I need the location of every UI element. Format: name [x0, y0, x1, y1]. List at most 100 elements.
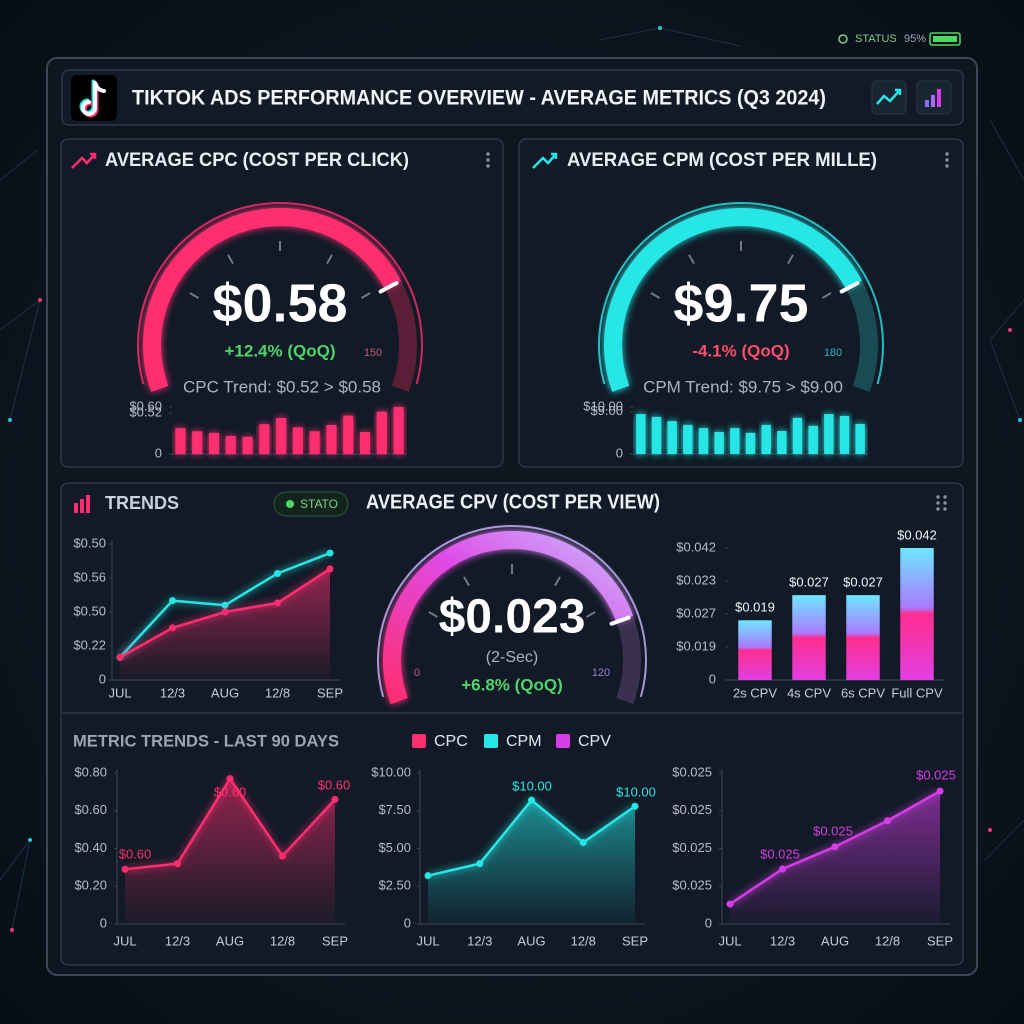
bar — [745, 432, 756, 454]
x-tick-label: SEP — [927, 933, 953, 948]
area — [428, 800, 635, 924]
cpm-panel — [518, 138, 964, 468]
gauge-tick — [688, 254, 695, 265]
y-tick-label: $0.20 — [74, 878, 107, 893]
x-tick-label: SEP — [622, 933, 648, 948]
annotation: $10.00 — [512, 778, 552, 793]
point — [221, 601, 229, 609]
line-chart-button[interactable] — [871, 80, 907, 115]
bar — [698, 428, 709, 454]
x-tick-label: JUL — [416, 933, 439, 948]
point — [579, 838, 587, 846]
gauge-pointer — [609, 615, 631, 626]
bar — [900, 548, 934, 680]
y-tick-label: 0 — [616, 445, 623, 460]
gauge-tick — [650, 292, 661, 299]
battery-fill — [933, 36, 957, 42]
network-dots — [8, 26, 1022, 842]
gauge-subtitle: (2-Sec) — [486, 649, 538, 666]
cpv-gauge — [377, 524, 647, 705]
value-label: $0.027 — [843, 575, 883, 590]
y-tick-label: $0.027 — [676, 605, 716, 620]
panel-title: AVERAGE CPM (COST PER MILLE) — [567, 150, 877, 171]
bar — [808, 425, 818, 454]
area — [125, 778, 335, 924]
point — [424, 872, 432, 880]
point — [884, 817, 891, 825]
y-tick-label: $0.56 — [73, 569, 106, 584]
bar — [846, 595, 880, 680]
x-tick-label: SEP — [322, 933, 348, 948]
area — [120, 568, 330, 680]
point — [169, 624, 176, 632]
chart: $10.00 $7.50 $5.00 $2.50 0 JUL 12/3 AUG 12/8 SEP $… — [371, 764, 656, 948]
point — [169, 597, 176, 605]
trend-text: CPC Trend: $0.52 > $0.58 — [183, 377, 381, 396]
bar — [292, 427, 303, 454]
cpm-gauge — [598, 202, 884, 392]
battery-level: 95% — [904, 33, 926, 45]
point — [121, 865, 129, 873]
gauge-value: $0.023 — [439, 591, 586, 644]
gauge-value: $0.58 — [212, 273, 347, 333]
bar — [343, 415, 354, 454]
legend-label: CPV — [578, 733, 611, 750]
point — [274, 569, 281, 577]
bar — [824, 414, 834, 454]
area — [730, 791, 940, 924]
gauge-value: $9.75 — [673, 273, 808, 333]
gauge-scale-max: 150 — [364, 347, 382, 359]
battery-icon — [929, 32, 961, 46]
gauge-tick — [227, 254, 234, 265]
gauge-scale-max: 180 — [824, 347, 842, 359]
x-tick-label: 12/3 — [165, 933, 190, 948]
x-tick-label: AUG — [821, 933, 849, 948]
legend-label: CPC — [434, 733, 468, 750]
bar-chart-icon — [925, 89, 941, 107]
point — [831, 843, 839, 851]
gauge-fill — [604, 208, 862, 392]
y-tick-label: 0 — [404, 915, 411, 930]
y-tick-label: 0 — [705, 915, 712, 930]
menu-button[interactable] — [936, 495, 947, 511]
page-title: TIKTOK ADS PERFORMANCE OVERVIEW - AVERAG… — [132, 87, 826, 110]
chart: $0.025 $0.025 $0.025 $0.025 0 JUL 12/3 AUG 12/8 S… — [672, 764, 956, 948]
gauge-pointer — [839, 281, 860, 294]
value-label: $0.027 — [789, 575, 829, 590]
point — [326, 565, 334, 573]
menu-button[interactable] — [486, 152, 490, 168]
y-tick-label: $0.60 — [129, 398, 162, 413]
gauge-tick — [360, 292, 371, 299]
bar — [855, 423, 865, 454]
gauge-pointer — [378, 281, 399, 294]
y-tick-label: $0.50 — [73, 535, 106, 550]
bar — [792, 417, 803, 454]
gauge-scale-min: 0 — [414, 667, 420, 679]
y-tick-label: $0.025 — [672, 878, 712, 893]
network-dots — [10, 298, 1012, 932]
y-tick-label: 0 — [99, 671, 106, 686]
y-tick-label: $0.019 — [676, 638, 716, 653]
x-tick-label: JUL — [718, 933, 741, 948]
bar — [175, 428, 186, 454]
panel-title: AVERAGE CPC (COST PER CLICK) — [105, 150, 409, 171]
bar — [777, 430, 787, 454]
y-tick-label: 0 — [155, 445, 162, 460]
bar — [225, 435, 236, 454]
y-tick-label: $0.60 — [74, 802, 107, 817]
point — [274, 599, 281, 607]
gauge-scale-max: 120 — [592, 667, 610, 679]
bar — [683, 424, 693, 454]
legend-swatch — [412, 734, 426, 748]
bar — [360, 432, 371, 454]
menu-button[interactable] — [945, 152, 949, 168]
y-tick-label: $0.22 — [73, 637, 106, 652]
point — [221, 608, 229, 616]
point — [279, 852, 286, 860]
y-tick-label: $2.50 — [378, 878, 411, 893]
gauge-fill — [143, 208, 401, 392]
y-tick-label: $0.025 — [672, 802, 712, 817]
gauge-tick — [428, 611, 439, 618]
